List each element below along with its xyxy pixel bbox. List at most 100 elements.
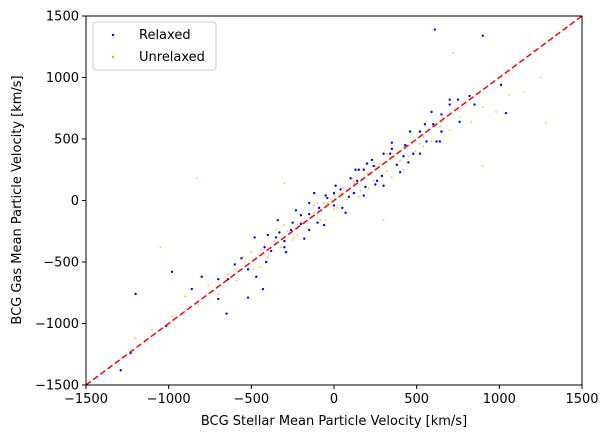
y-tick-label: 1500: [46, 10, 79, 25]
relaxed-point: [339, 188, 342, 191]
unrelaxed-point: [448, 129, 451, 132]
unrelaxed-point: [341, 186, 344, 188]
unrelaxed-point: [386, 152, 388, 155]
unrelaxed-point: [252, 268, 254, 271]
x-tick-label: 1500: [565, 392, 598, 407]
y-tick-label: 500: [54, 133, 79, 148]
relaxed-point: [458, 120, 461, 123]
unrelaxed-point: [336, 206, 339, 209]
unrelaxed-point: [324, 219, 327, 222]
relaxed-point: [425, 140, 428, 143]
relaxed-point: [332, 204, 336, 207]
relaxed-point: [332, 191, 336, 195]
relaxed-point: [430, 110, 433, 114]
unrelaxed-point: [171, 315, 173, 318]
relaxed-point: [289, 228, 293, 232]
relaxed-point: [448, 103, 451, 106]
unrelaxed-point: [346, 198, 349, 201]
unrelaxed-point: [323, 202, 325, 204]
legend-box: [92, 21, 217, 71]
relaxed-point: [276, 218, 279, 222]
x-axis-label: BCG Stellar Mean Particle Velocity [km/s…: [201, 414, 467, 429]
unrelaxed-point: [326, 202, 329, 204]
unrelaxed-point: [227, 273, 230, 276]
x-tick-label: 1000: [483, 392, 516, 407]
relaxed-point: [274, 236, 278, 239]
unrelaxed-point: [561, 24, 564, 27]
unrelaxed-point: [481, 165, 484, 167]
relaxed-point: [283, 239, 286, 243]
unrelaxed-point: [374, 165, 377, 167]
y-tick-label: 0: [71, 194, 79, 209]
legend-marker-unrelaxed: [111, 55, 115, 59]
unrelaxed-point: [352, 182, 355, 185]
relaxed-point: [395, 163, 399, 167]
y-axis: −1500 −1000 −500 0 500 1000 1500: [35, 10, 86, 394]
relaxed-point: [255, 275, 258, 278]
relaxed-point: [435, 140, 438, 143]
legend-marker-relaxed: [111, 33, 115, 37]
relaxed-point: [269, 249, 273, 253]
relaxed-point: [308, 201, 311, 205]
relaxed-point: [418, 152, 422, 155]
relaxed-point: [402, 155, 405, 158]
relaxed-point: [382, 152, 385, 155]
unrelaxed-point: [308, 209, 311, 212]
unrelaxed-point: [544, 122, 547, 124]
legend-label-relaxed: Relaxed: [139, 28, 191, 43]
unrelaxed-point: [495, 111, 497, 113]
unrelaxed-point: [343, 187, 345, 190]
relaxed-point: [365, 162, 369, 165]
unrelaxed-point: [313, 211, 316, 214]
unrelaxed-point: [366, 172, 368, 175]
unrelaxed-point: [283, 182, 286, 185]
unrelaxed-point: [430, 140, 433, 143]
unrelaxed-point: [250, 251, 253, 254]
relaxed-point: [432, 123, 435, 126]
unrelaxed-point: [266, 256, 269, 258]
relaxed-point: [217, 297, 220, 301]
x-tick-label: 0: [330, 392, 338, 407]
unrelaxed-point: [402, 168, 405, 171]
x-tick-label: −1500: [64, 392, 108, 407]
relaxed-point: [382, 184, 385, 187]
relaxed-point: [438, 140, 442, 143]
relaxed-point: [375, 179, 379, 183]
unrelaxed-point: [273, 240, 276, 242]
relaxed-point: [448, 98, 451, 101]
unrelaxed-point: [458, 115, 461, 118]
relaxed-point: [334, 184, 337, 187]
unrelaxed-point: [197, 304, 200, 306]
relaxed-point: [299, 214, 303, 217]
relaxed-point: [504, 111, 508, 115]
x-tick-label: −1000: [147, 392, 191, 407]
relaxed-point: [225, 312, 228, 315]
relaxed-point: [456, 98, 460, 101]
relaxed-point: [344, 211, 347, 214]
reference-line: [85, 15, 583, 386]
x-axis: −1500 −1000 −500 0 500 1000 1500: [64, 385, 599, 407]
unrelaxed-point: [159, 246, 162, 249]
unrelaxed-point: [293, 236, 296, 239]
relaxed-point: [119, 369, 122, 372]
unrelaxed-point: [539, 76, 542, 79]
unrelaxed-point: [382, 219, 385, 222]
unrelaxed-point: [260, 248, 263, 251]
relaxed-point: [473, 103, 476, 106]
unrelaxed-point: [275, 229, 278, 231]
unrelaxed-point: [352, 179, 355, 182]
unrelaxed-point: [357, 195, 360, 198]
relaxed-point: [362, 194, 365, 197]
unrelaxed-point: [386, 170, 388, 172]
unrelaxed-point: [283, 224, 286, 227]
unrelaxed-point: [407, 155, 410, 158]
relaxed-point: [246, 268, 250, 271]
unrelaxed-point: [329, 198, 332, 201]
relaxed-point: [308, 212, 311, 216]
unrelaxed-point: [452, 52, 454, 54]
relaxed-point: [233, 263, 236, 266]
relaxed-point: [347, 195, 351, 199]
unrelaxed-point: [438, 125, 441, 128]
relaxed-point: [284, 250, 288, 254]
relaxed-point: [312, 191, 316, 195]
